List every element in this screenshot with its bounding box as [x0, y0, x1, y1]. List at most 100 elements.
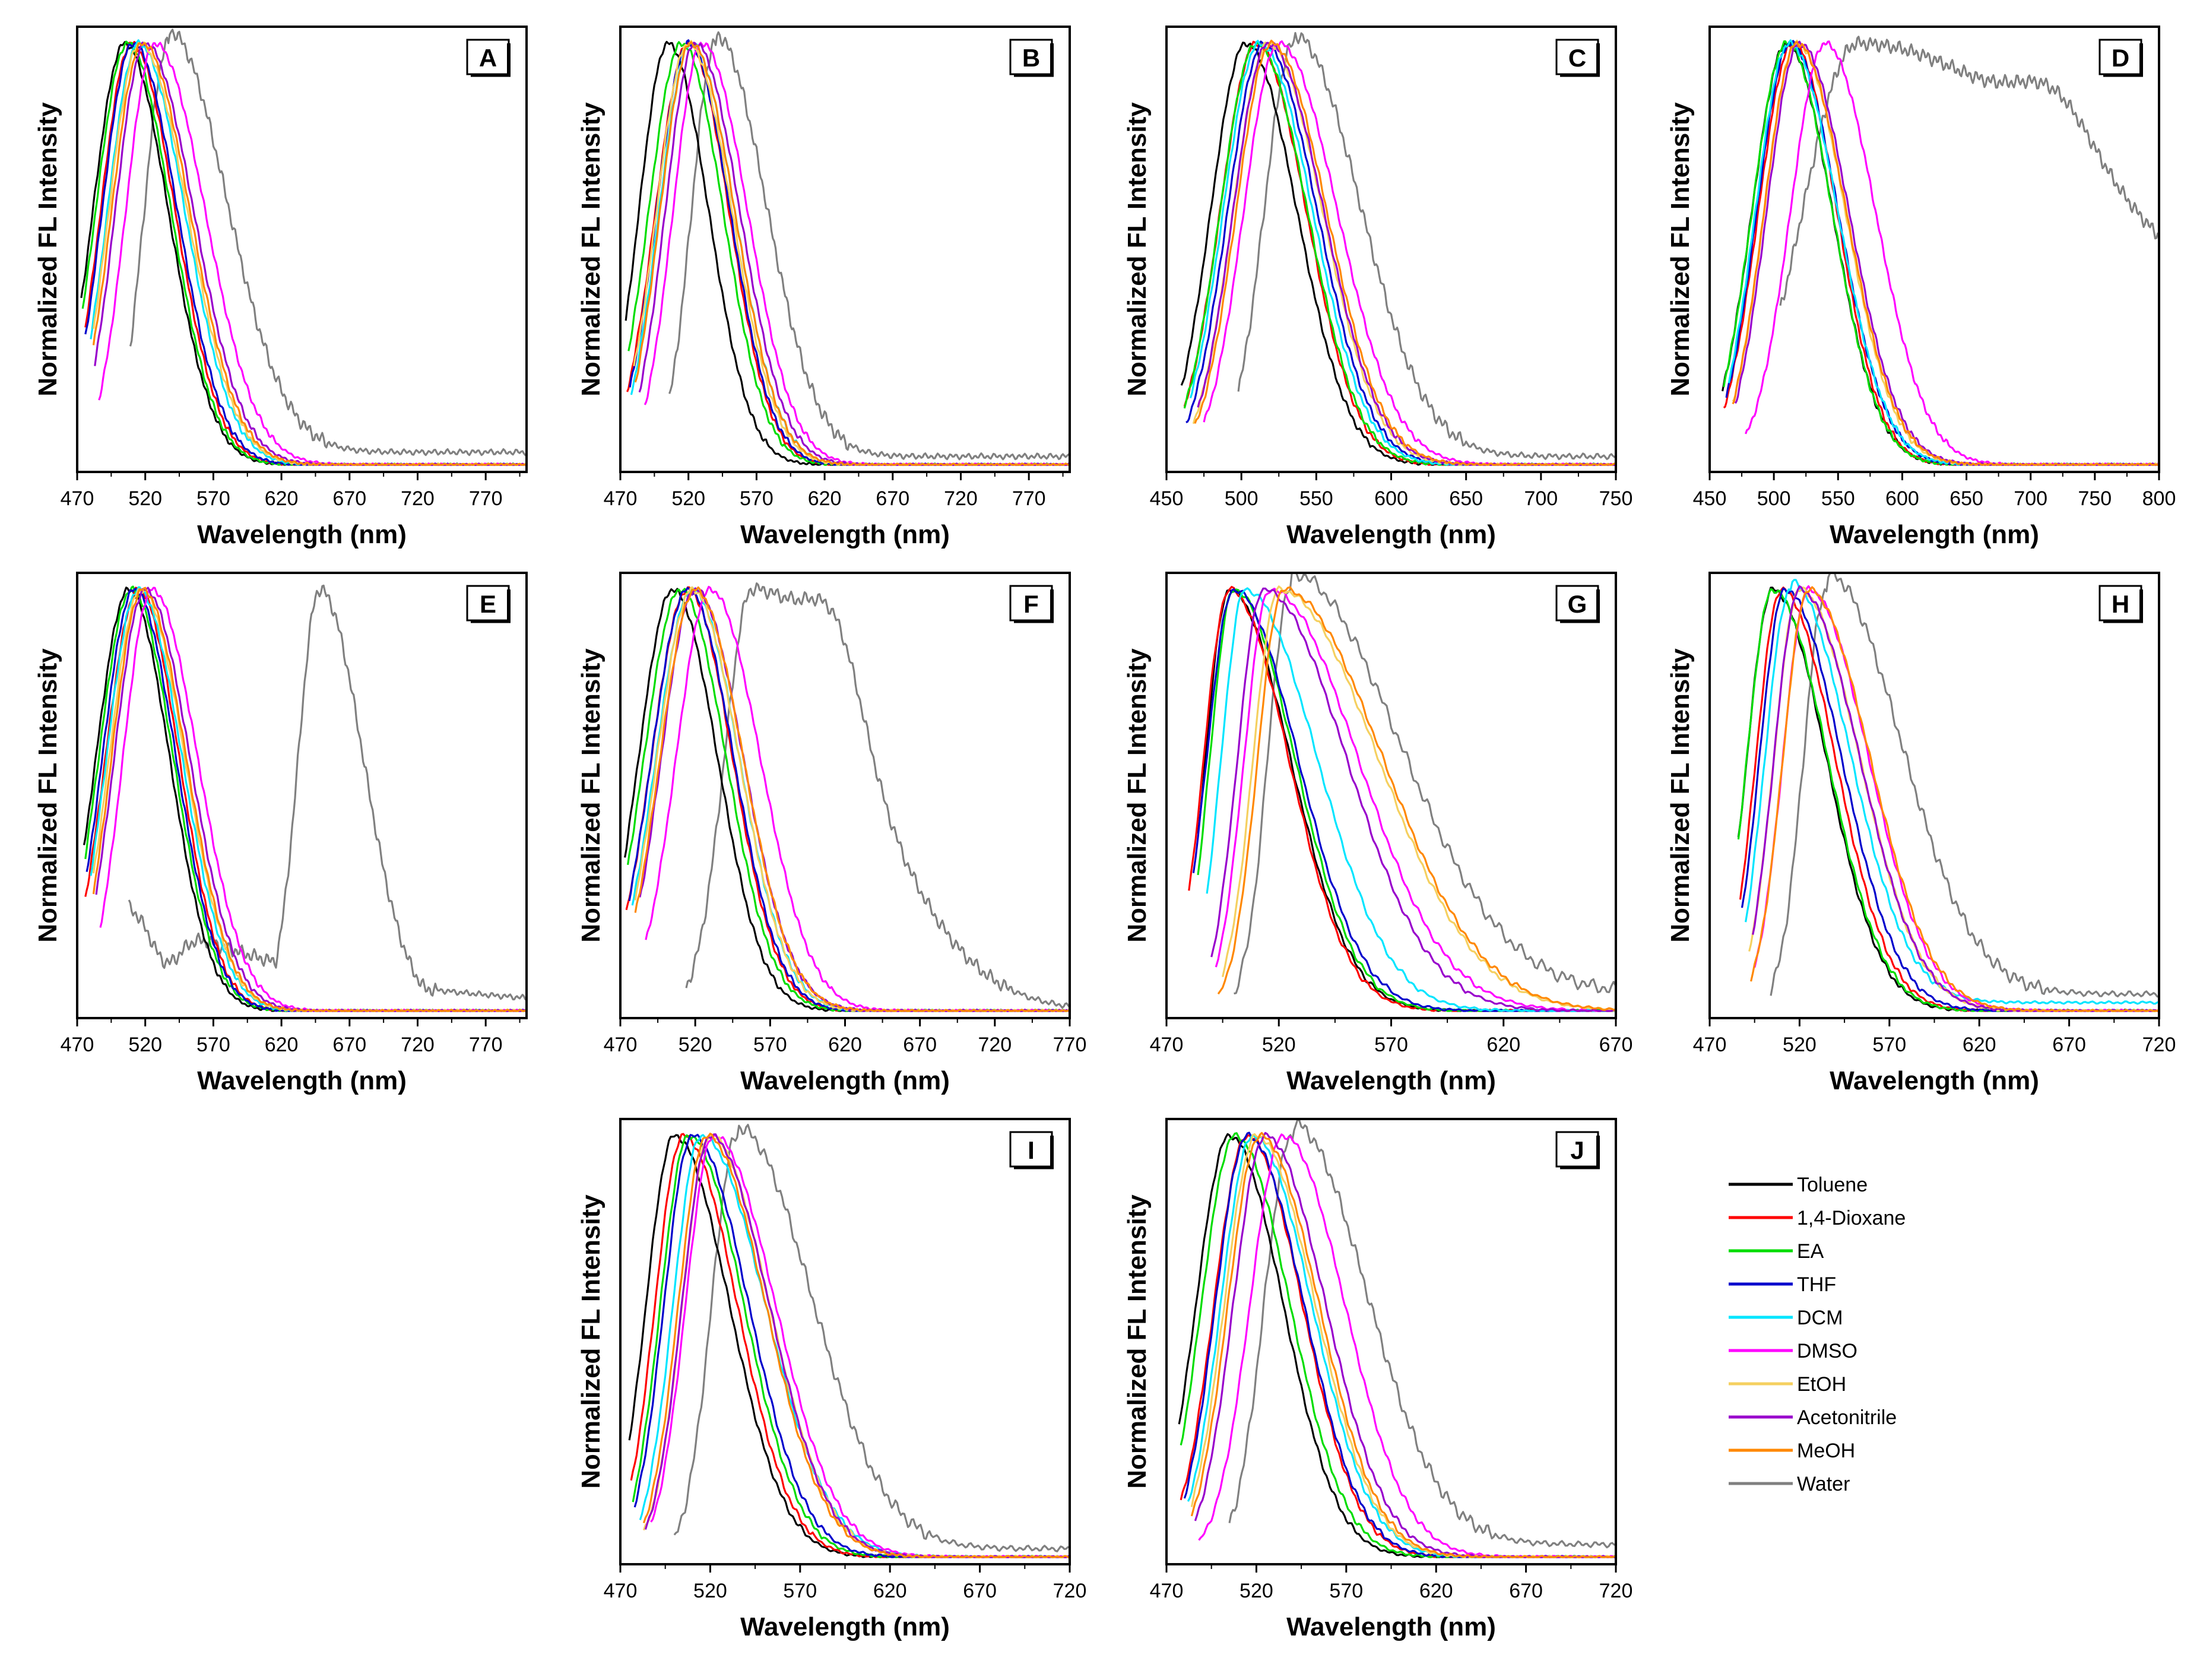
series-line-etoh [634, 586, 1069, 1012]
legend-label-meoh: MeOH [1797, 1440, 1855, 1462]
x-tick-label: 720 [944, 487, 978, 510]
x-tick-label: 620 [828, 1034, 862, 1056]
series-line-etoh [1732, 39, 2158, 466]
plot-frame [1165, 26, 1617, 473]
panel-letter: F [1023, 590, 1039, 618]
x-tick-label: 570 [1374, 1034, 1408, 1056]
series-line-meoh [1190, 1131, 1615, 1558]
series-line-acetonitrile [1197, 42, 1615, 466]
x-tick-label: 450 [1693, 487, 1727, 510]
x-tick-label: 520 [1240, 1580, 1273, 1602]
x-tick-label: 670 [903, 1034, 937, 1056]
series-line-dmso [1203, 40, 1615, 466]
x-axis-label: Wavelength (nm) [197, 1066, 407, 1095]
series-group [80, 28, 525, 466]
series-line-water [128, 584, 525, 1001]
panel-letter: E [480, 590, 496, 618]
panel-h: 470 520 570 620 670 720 Wavelength (nm) Normali… [1666, 572, 2176, 1095]
x-tick-label: 570 [783, 1580, 817, 1602]
x-tick-label: 470 [61, 1034, 94, 1056]
x-tick-label: 770 [469, 1034, 503, 1056]
y-axis-label: Normalized FL Intensity [576, 1194, 606, 1489]
y-axis-label: Normalized FL Intensity [1123, 1194, 1152, 1489]
x-tick-label: 570 [196, 1034, 230, 1056]
legend: Toluene 1,4-Dioxane EA THF DCM DMSO EtOH Aceton… [1729, 1174, 1906, 1495]
series-line-ea [1180, 1132, 1615, 1558]
series-line-ea [627, 41, 1069, 466]
legend-label-dmso: DMSO [1797, 1340, 1857, 1362]
series-line-acetonitrile [1210, 587, 1615, 1012]
series-line-meoh [634, 41, 1069, 466]
series-line-toluene [80, 41, 525, 466]
y-axis-label: Normalized FL Intensity [1123, 648, 1152, 943]
series-line-toluene [1737, 587, 2158, 1012]
series-line-meoh [1217, 586, 1615, 1011]
series-line-dmso [1754, 585, 2158, 1012]
legend-label-1-4-dioxane: 1,4-Dioxane [1797, 1207, 1906, 1229]
series-line-etoh [633, 40, 1069, 466]
panel-letter: C [1568, 44, 1586, 72]
x-tick-label: 670 [332, 487, 366, 510]
panel-e: 470 520 570 620 670 720 770 Wavelength (nm) Norm… [33, 572, 528, 1095]
x-tick-label: 500 [1225, 487, 1258, 510]
x-tick-label: 570 [1329, 1580, 1363, 1602]
y-axis-label: Normalized FL Intensity [576, 648, 606, 943]
series-line-dcm [1745, 579, 2158, 1005]
x-axis-label: Wavelength (nm) [740, 1612, 950, 1641]
x-tick-label: 520 [1262, 1034, 1296, 1056]
x-tick-label: 600 [1374, 487, 1408, 510]
x-tick-label: 570 [753, 1034, 787, 1056]
x-tick-label: 520 [128, 1034, 162, 1056]
x-tick-label: 700 [1524, 487, 1558, 510]
series-line-ea [1723, 40, 2158, 466]
series-line-toluene [1197, 588, 1615, 1012]
x-tick-label: 470 [604, 1034, 638, 1056]
plot-frame [1165, 1118, 1617, 1565]
x-tick-label: 470 [1693, 1034, 1727, 1056]
series-line-water [1770, 574, 2158, 998]
series-line-dmso [1745, 40, 2158, 466]
series-line-etoh [1192, 42, 1615, 466]
x-tick-label: 700 [2014, 487, 2047, 510]
x-axis-label: Wavelength (nm) [1286, 520, 1496, 549]
x-tick-label: 720 [401, 487, 435, 510]
legend-label-acetonitrile: Acetonitrile [1797, 1406, 1897, 1429]
panel-letter: D [2112, 44, 2129, 72]
series-line-water [1779, 36, 2158, 306]
x-tick-label: 450 [1150, 487, 1184, 510]
x-tick-label: 570 [1872, 1034, 1906, 1056]
series-line-thf [633, 1133, 1069, 1558]
x-tick-label: 770 [1012, 487, 1046, 510]
series-group [1737, 574, 2158, 1012]
series-line-acetonitrile [95, 587, 525, 1012]
series-line-meoh [92, 587, 525, 1012]
x-tick-label: 570 [740, 487, 774, 510]
panel-letter: I [1028, 1136, 1035, 1164]
x-tick-label: 670 [963, 1580, 997, 1602]
series-line-thf [1725, 40, 2158, 466]
x-tick-label: 650 [1949, 487, 1983, 510]
panel-b: 470 520 570 620 670 720 770 Wavelength (nm) Norm… [576, 26, 1071, 549]
y-axis-label: Normalized FL Intensity [1666, 102, 1695, 397]
series-line-dmso [98, 42, 525, 466]
panel-letter: J [1570, 1136, 1584, 1164]
panel-j: 470 520 570 620 670 720 Wavelength (nm) Normali… [1123, 1118, 1632, 1641]
x-tick-label: 670 [1599, 1034, 1633, 1056]
x-tick-label: 520 [128, 487, 162, 510]
series-line-water [673, 1124, 1069, 1552]
series-line-dcm [630, 42, 1069, 466]
x-tick-label: 620 [873, 1580, 907, 1602]
x-tick-label: 620 [265, 487, 299, 510]
series-line-water [129, 28, 525, 457]
plot-frame [619, 572, 1071, 1019]
series-line-dcm [1727, 39, 2158, 466]
x-tick-label: 600 [1885, 487, 1919, 510]
series-line-1-4-dioxane [1180, 1134, 1615, 1558]
x-axis-label: Wavelength (nm) [1286, 1066, 1496, 1095]
y-axis-label: Normalized FL Intensity [576, 102, 606, 397]
series-line-thf [629, 39, 1069, 466]
series-line-acetonitrile [644, 1133, 1069, 1558]
series-group [1188, 574, 1615, 1012]
x-tick-label: 720 [2142, 1034, 2176, 1056]
series-line-ea [627, 588, 1069, 1012]
